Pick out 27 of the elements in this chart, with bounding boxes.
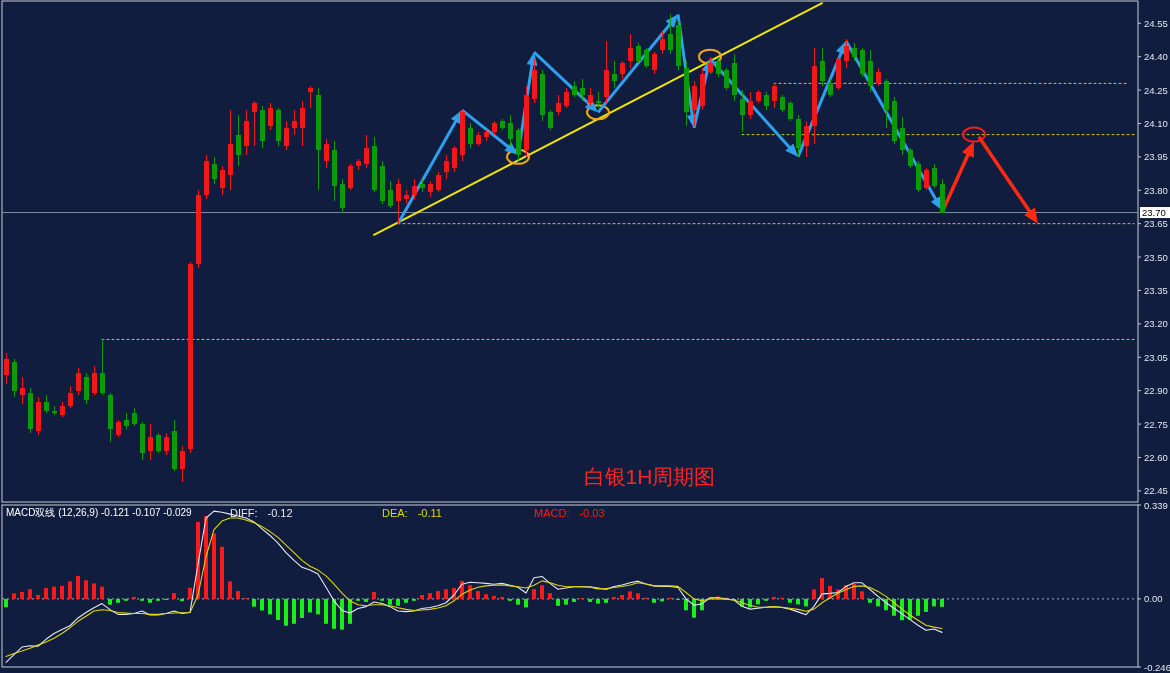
annotation: -0.11 — [417, 507, 442, 519]
y-tick-label: 22.45 — [1144, 485, 1168, 497]
y-tick-label: 23.65 — [1144, 218, 1168, 230]
y-tick-label: 22.60 — [1144, 451, 1168, 463]
text: MACD: — [534, 507, 570, 519]
text: 白银1H周期图 — [583, 465, 716, 488]
y-tick-label: 24.55 — [1144, 17, 1168, 29]
y-tick-label: 24.40 — [1144, 51, 1168, 63]
series-label: DIFF: — [230, 507, 258, 519]
y-tick-label: -0.246 — [1144, 661, 1170, 673]
annotation: -0.12 — [267, 507, 293, 519]
y-tick-label: 23.05 — [1144, 351, 1168, 363]
y-tick-label: 23.95 — [1144, 151, 1168, 163]
ref-line-label: 23.70 — [1142, 207, 1166, 219]
text: DEA: — [382, 507, 408, 519]
y-tick-label: 22.90 — [1144, 385, 1168, 397]
y-tick-label: 23.35 — [1144, 284, 1168, 296]
y-tick-label: 0.00 — [1144, 593, 1163, 605]
annotation: -0.03 — [579, 507, 605, 519]
y-tick-label: 23.50 — [1144, 251, 1168, 263]
y-tick-label: 22.75 — [1144, 418, 1168, 430]
chart-title: MACD双线 (12,26,9) -0.121 -0.107 -0.029 — [6, 507, 193, 518]
y-tick-label: 24.25 — [1144, 84, 1168, 96]
y-tick-label: 23.20 — [1144, 318, 1168, 330]
y-tick-label: 24.10 — [1144, 117, 1168, 129]
y-tick-label: 23.80 — [1144, 184, 1168, 196]
y-tick-label: 0.339 — [1144, 499, 1168, 511]
